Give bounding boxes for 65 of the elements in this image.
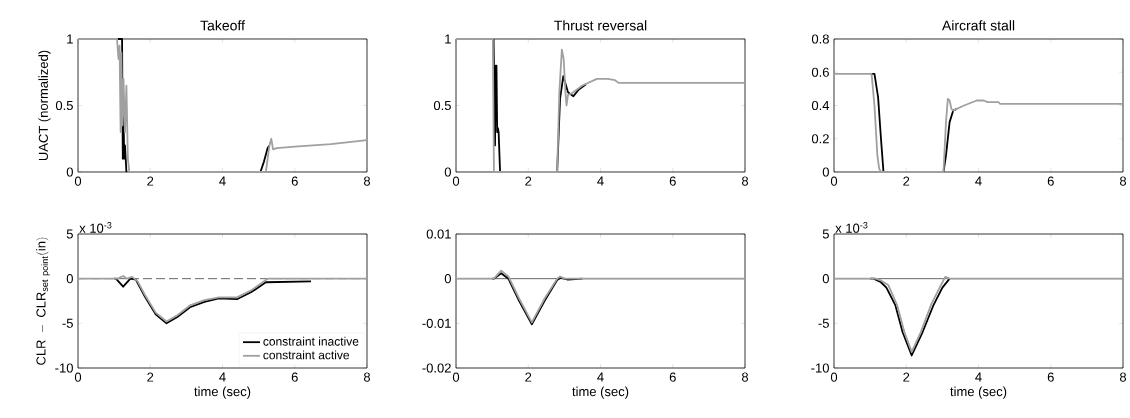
y-tick-label: 0 <box>444 167 451 177</box>
chart-title: Aircraft stall <box>941 20 1015 31</box>
x-tick-label: 2 <box>903 372 910 382</box>
y-tick-label: 5 <box>822 229 829 239</box>
y-tick-label: -10 <box>811 363 829 373</box>
y-tick-label: 0.4 <box>811 100 830 111</box>
legend-label: constraint active <box>263 350 350 360</box>
y-tick-label: 0 <box>822 167 829 177</box>
x-tick-label: 6 <box>291 372 298 382</box>
x-axis-title: time (sec) <box>194 386 251 399</box>
x-tick-label: 0 <box>74 176 82 186</box>
x-tick-label: 6 <box>1047 372 1054 382</box>
y-tick-label: -5 <box>818 318 829 328</box>
y-tick-label: -10 <box>55 363 73 373</box>
x-tick-label: 4 <box>975 176 982 186</box>
x-tick-label: 2 <box>525 372 532 382</box>
x-tick-label: 6 <box>669 176 676 186</box>
x-tick-label: 4 <box>597 372 604 382</box>
text: x 10$^{-3}$ <box>79 221 112 233</box>
y-tick-label: 0.5 <box>55 100 73 111</box>
x-tick-label: 8 <box>1119 372 1127 382</box>
x-tick-label: 4 <box>975 372 982 382</box>
y-tick-label: 0.5 <box>433 100 451 111</box>
legend-label: constraint inactive <box>263 336 359 346</box>
x-tick-label: 4 <box>219 372 226 382</box>
x-tick-label: 0 <box>452 176 460 186</box>
y-tick-label: -0.02 <box>422 363 451 373</box>
y-tick-label: 0.6 <box>811 67 829 77</box>
x-tick-label: 8 <box>1119 176 1127 186</box>
y-tick-label: 0.8 <box>811 34 829 44</box>
x-tick-label: 8 <box>363 372 371 382</box>
x-tick-label: 2 <box>147 372 154 382</box>
x-tick-label: 6 <box>1047 176 1054 186</box>
x-tick-label: 8 <box>363 176 371 186</box>
x-tick-label: 0 <box>830 176 838 186</box>
x-tick-label: 6 <box>291 176 298 186</box>
x-tick-label: 2 <box>525 176 532 186</box>
x-axis-title: time (sec) <box>950 386 1007 399</box>
y-tick-label: -0.01 <box>422 318 451 328</box>
y-tick-label: 0 <box>822 274 829 284</box>
x-tick-label: 2 <box>903 176 910 186</box>
x-axis-title: time (sec) <box>572 386 629 399</box>
x-tick-label: 0 <box>452 372 460 382</box>
y-tick-label: 1 <box>445 34 451 44</box>
y-tick-label: 0 <box>444 274 451 284</box>
y-axis-title: UACT (normalized) <box>38 50 51 161</box>
y-tick-label: 0 <box>66 274 73 284</box>
y-tick-label: 0 <box>66 167 73 177</box>
chart-title: Takeoff <box>200 20 245 31</box>
x-tick-label: 8 <box>741 176 749 186</box>
y-axis-title: $\mathrm{CLR\ -\ CLR_{set\ point}(in)}$ <box>36 237 50 365</box>
x-tick-label: 4 <box>597 176 604 186</box>
x-tick-label: 0 <box>74 372 82 382</box>
x-tick-label: 6 <box>669 372 676 382</box>
y-tick-label: 5 <box>66 229 73 239</box>
y-tick-label: 0.2 <box>811 134 829 144</box>
chart-title: Thrust reversal <box>554 20 647 31</box>
y-tick-label: 1 <box>67 34 73 44</box>
x-tick-label: 2 <box>147 176 154 186</box>
y-tick-label: -5 <box>62 318 73 328</box>
x-tick-label: 8 <box>741 372 749 382</box>
x-tick-label: 4 <box>219 176 226 186</box>
text: x 10$^{-3}$ <box>835 221 868 233</box>
x-tick-label: 0 <box>830 372 838 382</box>
y-tick-label: 0.01 <box>426 229 451 239</box>
